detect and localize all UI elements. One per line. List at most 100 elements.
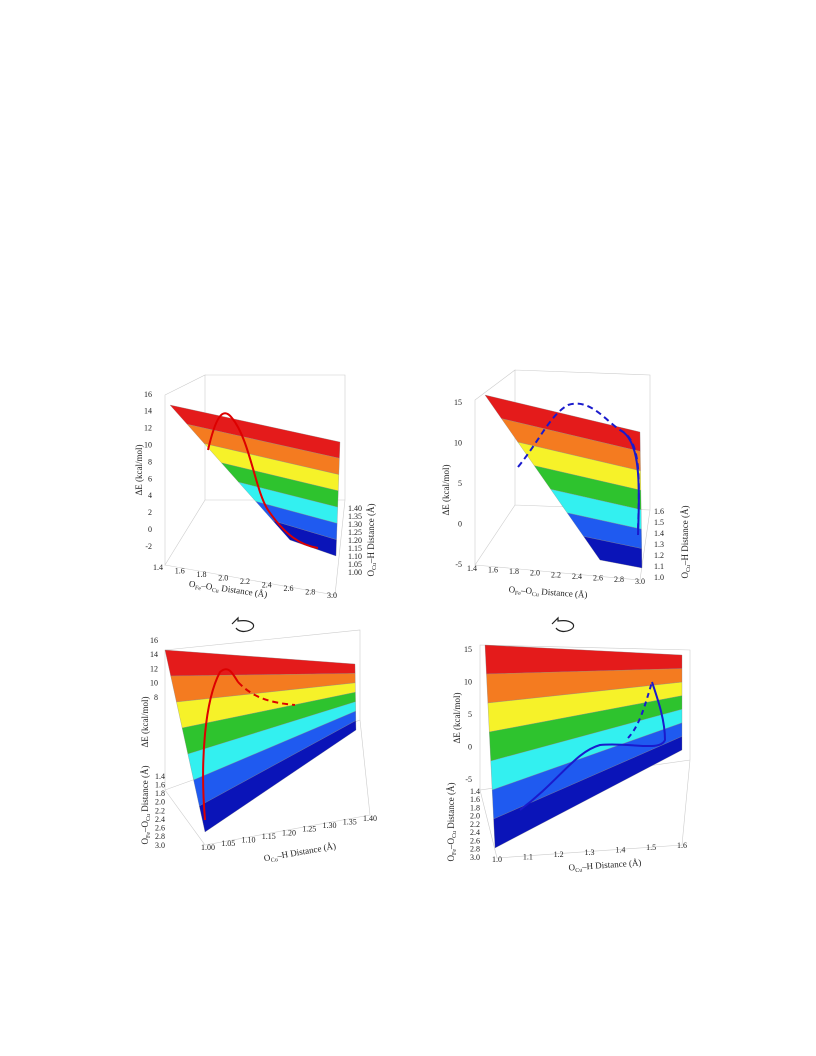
axis-label: OFe–OCu Distance (Å) <box>140 766 152 845</box>
tick-label: 8 <box>154 693 158 702</box>
tick-label: 1.20 <box>282 828 296 837</box>
surfaces <box>164 394 683 849</box>
tick-label: 1.4 <box>155 772 165 781</box>
tick-label: 3.0 <box>327 591 337 600</box>
tick-label: 16 <box>144 390 152 399</box>
surface-band <box>272 520 337 557</box>
tick-label: 1.10 <box>242 836 256 845</box>
tick-label: 1.2 <box>554 850 564 859</box>
tick-label: 8 <box>148 457 152 466</box>
label-part: ΔE (kcal/mol) <box>140 696 150 747</box>
label-part: Distance (Å) <box>446 783 456 831</box>
label-part: Cu <box>452 831 458 838</box>
label-part: Cu <box>271 857 279 864</box>
tick-label: 1.4 <box>153 563 163 572</box>
tick-label: 1.30 <box>323 821 337 830</box>
tick-label: 1.10 <box>348 552 362 561</box>
tick-label: 1.20 <box>348 536 362 545</box>
tick-label: -2 <box>145 542 152 551</box>
tick-label: 10 <box>464 677 472 686</box>
tick-label: 1.2 <box>654 551 664 560</box>
label-part: ΔE (kcal/mol) <box>452 692 462 743</box>
panel-frames <box>164 369 691 859</box>
tick-label: 2.8 <box>614 575 624 584</box>
tick-label: 3.0 <box>470 853 480 862</box>
tick-label: 5 <box>458 479 462 488</box>
tick-label: 1.8 <box>155 789 165 798</box>
label-part: Fe <box>452 849 458 855</box>
tick-label: 1.6 <box>175 566 185 575</box>
label-part: O <box>568 862 576 872</box>
tick-label: 1.35 <box>348 512 362 521</box>
axis-label: OCu–H Distance (Å) <box>568 858 642 875</box>
axis-label: OFe–OCu Distance (Å) <box>508 584 588 602</box>
tick-label: 2.4 <box>572 572 582 581</box>
tick-label: 1.05 <box>348 560 362 569</box>
axis-label: OFe–OCu Distance (Å) <box>446 783 458 862</box>
tick-label: 2.6 <box>470 836 480 845</box>
label-part: Distance (Å) <box>539 586 588 599</box>
tick-label: 1.00 <box>201 843 215 852</box>
label-part: –H Distance (Å) <box>581 858 642 872</box>
tick-label: 1.00 <box>348 568 362 577</box>
label-part: Fe <box>146 832 152 838</box>
label-part: Distance (Å) <box>140 766 150 814</box>
tick-label: 1.5 <box>646 843 656 852</box>
tick-label: 1.25 <box>348 528 362 537</box>
tick-label: 16 <box>150 636 158 645</box>
tick-label: 1.3 <box>585 848 595 857</box>
tick-label: 2.2 <box>240 577 250 586</box>
axis-label: ΔE (kcal/mol) <box>452 692 462 743</box>
tick-label: 3.0 <box>155 841 165 850</box>
surface-band <box>493 736 683 849</box>
label-part: –O <box>446 838 456 851</box>
tick-label: 2.4 <box>262 580 272 589</box>
label-part: Fe <box>515 591 522 597</box>
tick-label: 1.25 <box>302 825 316 834</box>
label-part: –O <box>200 580 214 592</box>
tick-label: 1.05 <box>221 839 235 848</box>
label-part: Cu <box>211 588 219 595</box>
tick-label: 2.2 <box>551 570 561 579</box>
tick-label: 2.2 <box>155 806 165 815</box>
tick-label: 1.15 <box>262 832 276 841</box>
tick-label: 1.6 <box>470 795 480 804</box>
label-part: O <box>140 838 150 845</box>
tick-label: 2.6 <box>284 584 294 593</box>
tick-label: 1.8 <box>509 567 519 576</box>
tick-label: 1.6 <box>488 565 498 574</box>
label-part: O <box>446 855 456 862</box>
tick-label: 1.4 <box>467 564 477 573</box>
surface-band <box>199 720 357 833</box>
tick-label: 1.1 <box>523 852 533 861</box>
label-part: Cu <box>575 868 582 874</box>
label-part: Fe <box>194 586 201 593</box>
tick-label: 1.6 <box>654 507 664 516</box>
tick-label: 0 <box>458 519 462 528</box>
tick-label: 0 <box>468 742 472 751</box>
tick-label: 15 <box>464 645 472 654</box>
tick-label: -5 <box>455 560 462 569</box>
axis-label: ΔE (kcal/mol) <box>140 696 150 747</box>
tick-label: 1.15 <box>348 544 362 553</box>
tick-label: 1.8 <box>470 803 480 812</box>
tick-label: 12 <box>144 424 152 433</box>
tick-label: 15 <box>454 398 462 407</box>
tick-label: 6 <box>148 474 152 483</box>
axis-label: ΔE (kcal/mol) <box>134 444 144 495</box>
tick-label: 1.6 <box>155 780 165 789</box>
label-part: Distance (Å) <box>219 583 268 600</box>
label-part: ΔE (kcal/mol) <box>441 464 451 515</box>
tick-label: 2.0 <box>470 812 480 821</box>
label-part: Cu <box>146 814 152 821</box>
tick-label: 1.30 <box>348 520 362 529</box>
tick-label: 1.4 <box>654 529 664 538</box>
tick-label: 5 <box>468 710 472 719</box>
tick-label: 2.4 <box>470 828 480 837</box>
label-part: –H Distance (Å) <box>275 841 336 861</box>
label-part: O <box>508 584 516 594</box>
tick-label: 2.2 <box>470 820 480 829</box>
axis-label: OCu–H Distance (Å) <box>263 841 337 866</box>
tick-label: 4 <box>148 491 152 500</box>
